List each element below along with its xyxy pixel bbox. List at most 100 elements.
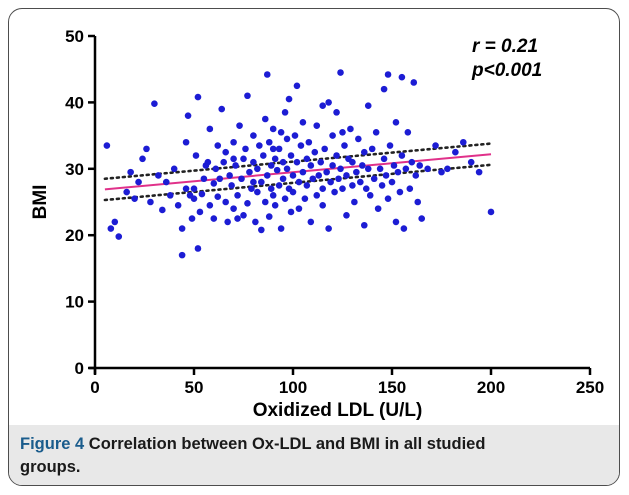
x-tick-label: 0 xyxy=(90,378,99,397)
data-point xyxy=(307,218,315,226)
data-point xyxy=(258,178,265,186)
data-point xyxy=(289,172,297,179)
data-point xyxy=(214,142,222,149)
data-point xyxy=(293,158,301,166)
data-point xyxy=(386,142,394,149)
data-point xyxy=(115,233,123,240)
y-tick-label: 40 xyxy=(65,93,84,112)
data-point xyxy=(234,192,241,199)
data-point xyxy=(339,128,346,136)
data-point xyxy=(378,182,386,189)
data-point xyxy=(303,182,311,189)
data-point xyxy=(269,125,277,133)
data-point xyxy=(182,185,190,193)
y-tick-label: 0 xyxy=(75,359,84,378)
data-point xyxy=(364,102,372,110)
data-point xyxy=(343,172,350,179)
data-point xyxy=(380,85,388,93)
data-point xyxy=(281,195,289,202)
data-point xyxy=(372,128,380,136)
data-point xyxy=(323,168,330,176)
data-point xyxy=(333,152,340,159)
data-point xyxy=(252,218,259,226)
data-point xyxy=(170,165,178,173)
data-point xyxy=(238,175,245,183)
data-point xyxy=(396,188,404,196)
data-point xyxy=(283,135,291,143)
data-point xyxy=(341,142,348,149)
data-point xyxy=(400,225,408,232)
data-point xyxy=(374,205,382,212)
data-point xyxy=(412,172,420,179)
data-point xyxy=(287,152,295,159)
data-point xyxy=(297,142,305,149)
data-point xyxy=(301,195,309,202)
data-point xyxy=(289,188,297,196)
data-point xyxy=(275,182,283,189)
data-point xyxy=(384,71,392,78)
data-point xyxy=(398,73,406,81)
data-point xyxy=(188,215,196,222)
data-point xyxy=(265,138,273,146)
data-point xyxy=(267,162,275,169)
data-point xyxy=(192,152,200,159)
data-point xyxy=(206,202,214,209)
figure-frame xyxy=(8,8,620,486)
x-tick-label: 50 xyxy=(185,378,204,397)
data-point xyxy=(261,198,269,206)
regression-line xyxy=(104,153,492,191)
data-point xyxy=(410,79,418,86)
data-point xyxy=(319,185,327,193)
data-point xyxy=(258,226,265,234)
data-point xyxy=(277,128,285,136)
data-point xyxy=(174,202,182,209)
data-point xyxy=(313,122,321,129)
data-point xyxy=(242,145,249,153)
data-point xyxy=(347,125,354,133)
data-point xyxy=(317,158,325,166)
data-point xyxy=(139,155,146,163)
data-point xyxy=(459,138,467,146)
data-point xyxy=(370,175,378,183)
data-point xyxy=(452,148,459,156)
data-point xyxy=(246,168,253,176)
data-point xyxy=(368,145,376,153)
data-point xyxy=(295,178,303,186)
data-point xyxy=(315,172,323,179)
x-tick-label: 250 xyxy=(576,378,604,397)
data-point xyxy=(263,71,271,78)
data-point xyxy=(147,198,154,206)
data-point xyxy=(321,145,328,153)
data-point xyxy=(131,195,138,202)
data-point xyxy=(273,166,281,174)
x-axis-title: Oxidized LDL (U/L) xyxy=(253,400,423,421)
data-point xyxy=(267,185,275,193)
data-point xyxy=(248,185,255,193)
data-point xyxy=(216,175,224,183)
data-point xyxy=(402,165,410,173)
data-point xyxy=(295,205,303,212)
data-point xyxy=(414,198,422,206)
data-point xyxy=(343,211,350,219)
caption-text: Correlation between Ox-LDL and BMI in al… xyxy=(20,435,486,476)
x-tick-label: 200 xyxy=(477,378,505,397)
data-point xyxy=(337,69,344,76)
data-point xyxy=(260,152,267,159)
data-point xyxy=(339,185,346,193)
data-point xyxy=(196,208,204,216)
data-point xyxy=(190,185,198,193)
data-point xyxy=(392,119,400,126)
data-point xyxy=(244,200,251,207)
annotation-p: p<0.001 xyxy=(471,60,542,81)
data-point xyxy=(390,162,398,169)
data-point xyxy=(293,82,301,90)
data-point xyxy=(360,148,368,156)
data-point xyxy=(467,158,475,166)
data-point xyxy=(281,109,289,116)
data-point xyxy=(406,185,414,193)
data-point xyxy=(271,155,279,163)
data-point xyxy=(380,155,388,163)
data-point xyxy=(349,182,356,189)
data-point xyxy=(279,175,287,183)
data-point xyxy=(438,168,445,176)
